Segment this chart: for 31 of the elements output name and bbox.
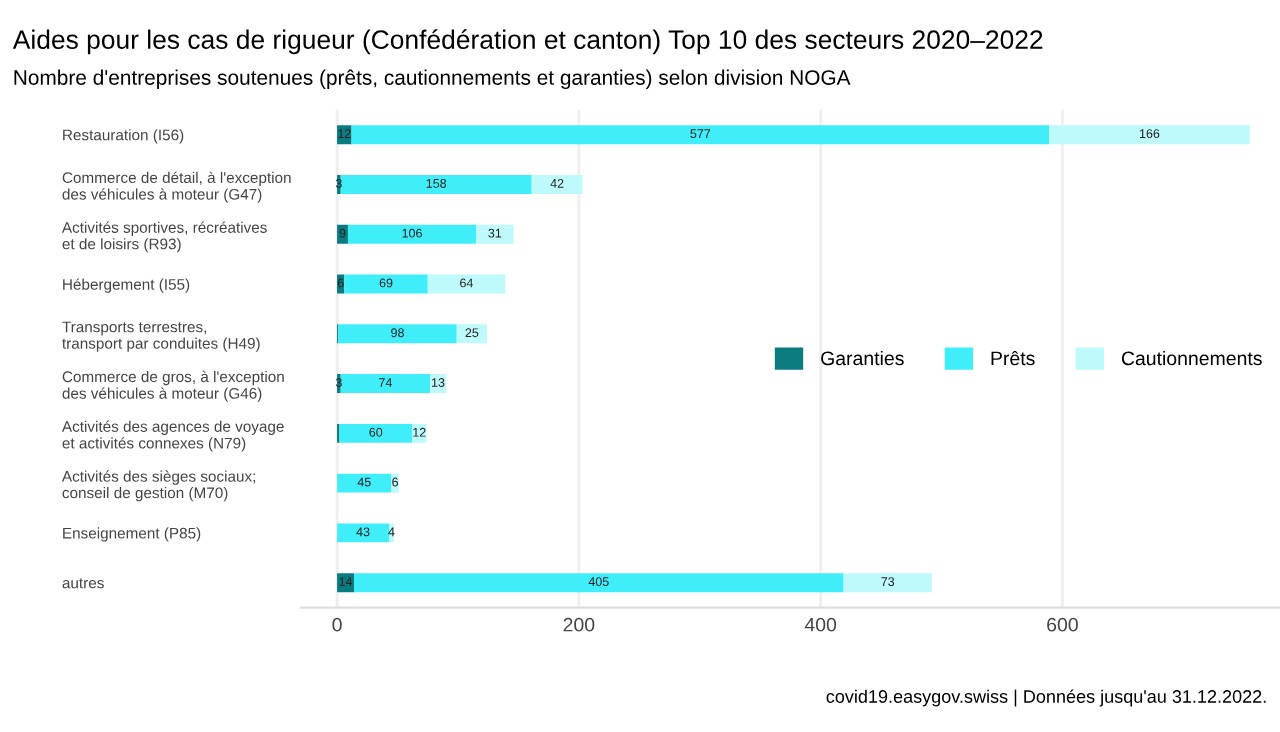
bar — [427, 274, 506, 294]
legend-label: Cautionnements — [1121, 350, 1262, 366]
bar — [344, 274, 428, 294]
bar — [476, 224, 514, 244]
bar — [337, 573, 354, 593]
x-tick-label: 400 — [804, 617, 837, 632]
bar — [340, 175, 532, 194]
bar — [353, 573, 844, 593]
x-tick-label: 0 — [332, 617, 342, 632]
x-tick-label: 200 — [563, 617, 595, 632]
bar — [351, 125, 1050, 145]
legend-label: Prêts — [991, 350, 1035, 366]
legend-label: Garanties — [821, 350, 904, 366]
bar — [347, 224, 477, 244]
bar — [337, 523, 390, 543]
bar — [338, 324, 457, 344]
bar — [340, 374, 431, 394]
bar — [456, 324, 487, 344]
text: covid19.easygov.swiss | Données jusqu'au 31.12.2022. — [826, 689, 1266, 707]
bar — [339, 423, 413, 443]
bar — [337, 473, 392, 493]
bar — [843, 573, 932, 593]
bar — [337, 224, 348, 244]
bar — [391, 473, 399, 493]
chart-title: Aides pour les cas de rigueur (Confédération et canton) Top 10 des secteurs 2020–2022 — [12, 29, 1043, 55]
x-tick-label: 600 — [1047, 617, 1078, 632]
bar — [337, 125, 352, 145]
bar — [430, 374, 446, 394]
bar — [531, 175, 583, 194]
bar — [1049, 125, 1250, 145]
chart-subtitle: Nombre d'entreprises soutenues (prêts, cautionnements et garanties) selon division NOGA — [14, 69, 851, 90]
